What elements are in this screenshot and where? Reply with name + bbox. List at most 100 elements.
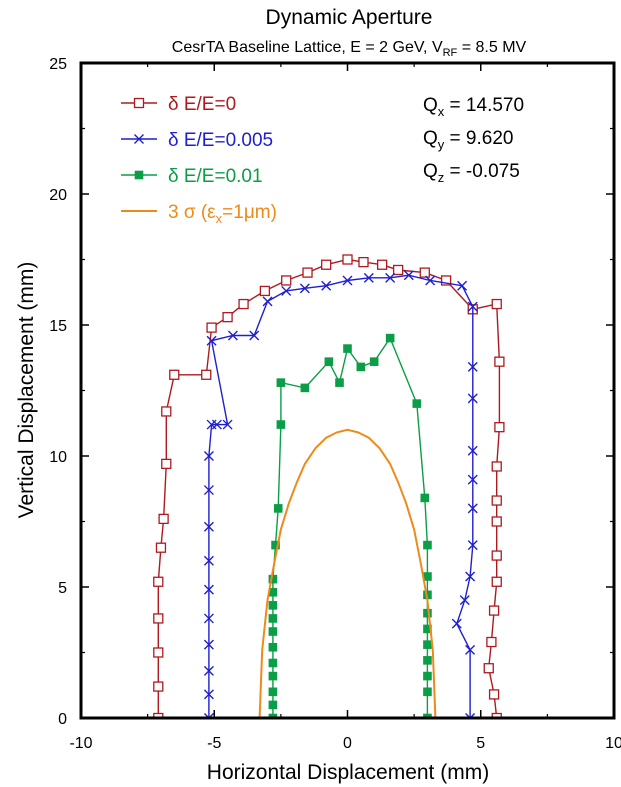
x-tick-label-0: -10 (69, 735, 92, 752)
series-0-point-26 (494, 356, 505, 367)
series-0-point-25 (491, 298, 502, 310)
series-2-point-2 (268, 687, 278, 697)
series-1-point-5 (203, 584, 214, 595)
tune-annotation-value: = 9.620 (444, 128, 513, 149)
y-tick-label-4: 20 (49, 187, 67, 204)
series-1-point-23 (403, 270, 414, 281)
series-1 (203, 270, 478, 718)
series-2-point-32 (423, 687, 432, 697)
series-3 (258, 428, 437, 718)
series-0-point-1 (153, 681, 164, 692)
series-1-point-0 (203, 713, 214, 718)
series-1-point-16 (262, 296, 273, 307)
series-2-point-7 (268, 614, 278, 623)
series-1-point-2 (203, 665, 214, 676)
series-2-point-18 (343, 344, 352, 353)
series-1-point-35 (451, 618, 462, 629)
y-tick-label-0: 0 (58, 711, 67, 728)
tune-annotation-y: Qy = 9.620 (423, 128, 513, 152)
series-2-point-25 (423, 572, 432, 581)
series-0-point-17 (321, 259, 332, 270)
plot-area (153, 254, 505, 718)
series-2-point-20 (369, 357, 379, 366)
series-0-point-4 (153, 576, 164, 587)
series-0-point-9 (169, 369, 180, 380)
series-0-point-28 (491, 461, 502, 472)
series-2-point-3 (268, 671, 278, 681)
series-3-line (258, 428, 437, 718)
series-1-point-30 (467, 474, 478, 485)
x-tick-label-2: 0 (343, 735, 352, 752)
x-axis-label: Horizontal Displacement (mm) (207, 761, 489, 784)
series-2-point-15 (300, 383, 310, 393)
series-1-point-12 (222, 419, 233, 430)
series-1-point-31 (467, 503, 478, 514)
series-1-point-34 (459, 595, 470, 606)
series-0-point-30 (491, 516, 502, 527)
series-1-point-29 (467, 445, 478, 456)
series-0-point-29 (491, 495, 502, 506)
series-1-point-22 (385, 272, 396, 283)
chart-subtitle-tail: = 8.5 MV (457, 39, 526, 56)
series-0-point-32 (491, 576, 502, 587)
series-1-point-36 (465, 644, 476, 655)
series-2-point-14 (276, 378, 286, 387)
tune-annotation-sub: x (438, 104, 445, 119)
legend-label-symbol: δ (168, 130, 179, 151)
series-0-point-18 (342, 254, 353, 265)
series-0-point-11 (206, 322, 217, 333)
series-0-point-0 (153, 712, 164, 718)
series-2-point-8 (268, 601, 278, 610)
series-2-point-24 (423, 540, 432, 550)
legend-label-0: δ E/E=0 (168, 94, 236, 115)
series-2-point-5 (268, 642, 278, 652)
series-1-point-20 (342, 275, 353, 286)
series-1-point-18 (299, 283, 310, 294)
series-2-point-31 (423, 671, 432, 681)
chart-subtitle-main: CesrTA Baseline Lattice, E = 2 GeV, V (172, 39, 443, 56)
series-1-line (208, 274, 474, 718)
series-1-point-3 (203, 639, 214, 650)
series-1-point-14 (227, 330, 238, 341)
legend-label-symbol: δ (168, 94, 179, 115)
series-2-line (272, 336, 429, 718)
y-axis-label: Vertical Displacement (mm) (15, 262, 38, 519)
series-1-point-17 (281, 285, 292, 296)
series-0-point-34 (486, 636, 497, 648)
series-2-point-23 (420, 493, 430, 503)
legend-item-2: δ E/E=0.01 (121, 166, 263, 187)
legend-label-rest: E/E=0 (179, 94, 237, 115)
series-1-point-27 (467, 361, 478, 372)
x-tick-label-4: 10 (605, 735, 621, 752)
series-1-point-6 (203, 555, 214, 566)
series-1-point-26 (467, 301, 478, 312)
series-2-point-30 (423, 656, 432, 665)
series-1-point-4 (203, 613, 214, 624)
tune-annotation-z: Qz = -0.075 (423, 161, 520, 185)
series-0-point-10 (201, 369, 212, 380)
tune-annotation-q: Q (423, 128, 438, 149)
legend-item-3: 3 σ (εx=1μm) (121, 202, 277, 226)
series-2-point-17 (335, 378, 344, 387)
series-1-point-28 (467, 393, 478, 404)
series-2-point-4 (268, 658, 278, 668)
series-2-point-0 (268, 713, 278, 718)
series-0-point-15 (281, 275, 292, 286)
series-0-point-6 (158, 513, 169, 525)
series-0-point-22 (419, 267, 430, 278)
series-0-point-3 (153, 613, 164, 624)
series-0-point-8 (161, 406, 172, 417)
series-0-point-27 (494, 422, 505, 433)
tune-annotation-sub: y (438, 137, 445, 152)
legend-label-symbol: δ (168, 166, 179, 187)
legend-label-rest: E/E=0.01 (179, 166, 263, 187)
series-1-point-33 (465, 571, 476, 582)
legend-item-1: δ E/E=0.005 (121, 130, 273, 151)
series-1-point-13 (206, 335, 217, 346)
y-tick-label-1: 5 (58, 580, 67, 597)
legend-label-rest: E/E=0.005 (179, 130, 274, 151)
chart-subtitle: CesrTA Baseline Lattice, E = 2 GeV, VRF … (172, 39, 527, 59)
series-1-point-19 (321, 280, 332, 291)
